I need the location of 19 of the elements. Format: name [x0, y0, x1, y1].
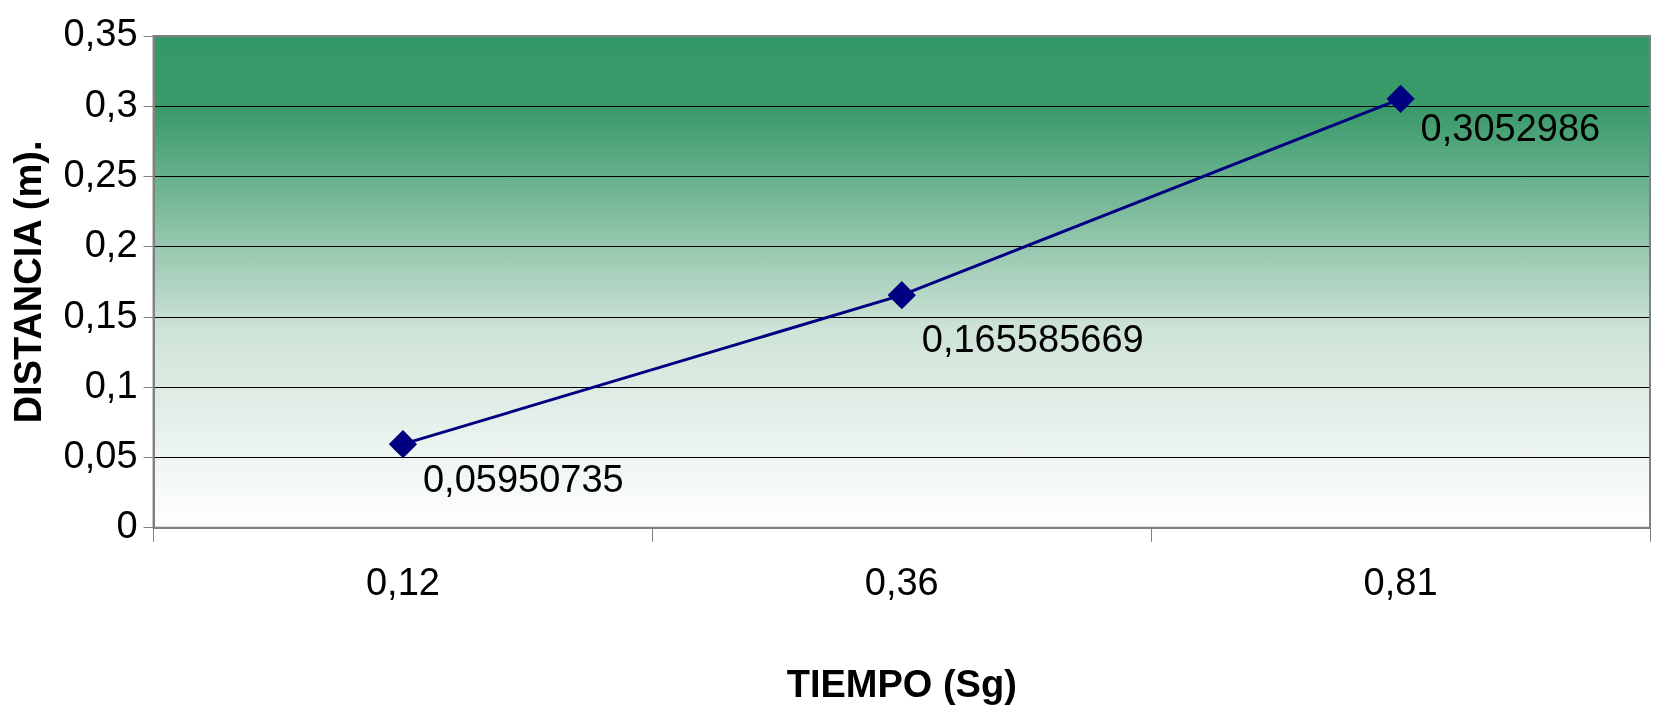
x-tick-label: 0,12 [365, 561, 440, 604]
point [888, 281, 916, 309]
y-tick-label: 0,35 [63, 12, 138, 55]
data-label: 0,3052986 [1420, 106, 1601, 149]
x-tick-label: 0,36 [864, 561, 939, 604]
y-tick-label: 0,3 [84, 82, 138, 125]
data-label: 0,05950735 [422, 458, 624, 501]
y-tick-label: 0 [116, 504, 138, 547]
y-tick-label: 0,05 [63, 434, 138, 477]
x-tick-label: 0,81 [1363, 561, 1438, 604]
y-tick-label: 0,1 [84, 363, 138, 406]
y-tick-label: 0,25 [63, 153, 138, 195]
point [1387, 85, 1415, 113]
data-label: 0,165585669 [921, 317, 1144, 360]
y-tick-label: 0,15 [63, 293, 138, 336]
y-tick-label: 0,2 [84, 223, 138, 266]
y-axis-title: DISTANCIA (m). [7, 140, 50, 424]
x-axis-title: TIEMPO (Sg) [786, 662, 1017, 705]
point [389, 430, 417, 458]
